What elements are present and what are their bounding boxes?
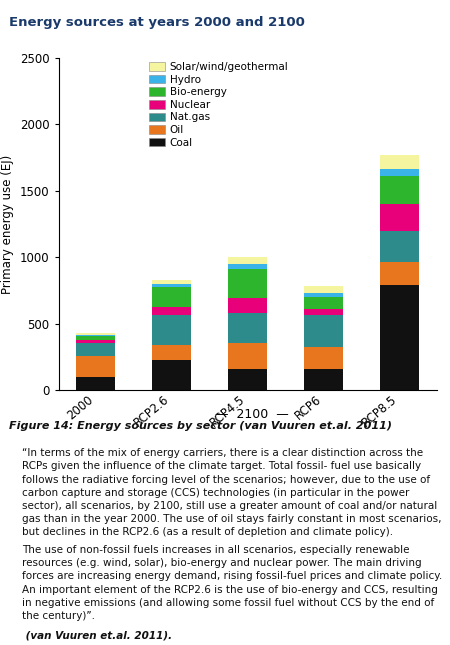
- Bar: [76, 333, 115, 335]
- Bar: [228, 264, 267, 270]
- Bar: [152, 360, 191, 390]
- Text: —  2100  —: — 2100 —: [216, 408, 288, 421]
- Bar: [380, 155, 419, 168]
- Bar: [76, 335, 115, 336]
- Bar: [380, 285, 419, 390]
- Bar: [304, 369, 343, 390]
- Bar: [380, 176, 419, 204]
- Bar: [152, 280, 191, 284]
- Legend: Solar/wind/geothermal, Hydro, Bio-energy, Nuclear, Nat.gas, Oil, Coal: Solar/wind/geothermal, Hydro, Bio-energy…: [147, 60, 291, 150]
- Bar: [304, 315, 343, 347]
- Bar: [76, 340, 115, 343]
- Bar: [152, 287, 191, 306]
- Bar: [228, 343, 267, 369]
- Bar: [76, 343, 115, 356]
- Text: Energy sources at years 2000 and 2100: Energy sources at years 2000 and 2100: [9, 16, 305, 29]
- Bar: [152, 315, 191, 345]
- Bar: [380, 168, 419, 176]
- Bar: [76, 377, 115, 390]
- Bar: [228, 369, 267, 390]
- Text: The use of non-fossil fuels increases in all scenarios, especially renewable res: The use of non-fossil fuels increases in…: [22, 545, 443, 621]
- Text: Figure 14: Energy sources by sector (van Vuuren et.al. 2011): Figure 14: Energy sources by sector (van…: [9, 421, 392, 431]
- Bar: [304, 347, 343, 369]
- Bar: [228, 298, 267, 313]
- Bar: [304, 286, 343, 293]
- Bar: [304, 309, 343, 315]
- Bar: [152, 345, 191, 360]
- Bar: [228, 313, 267, 343]
- Text: (van Vuuren et.al. 2011).: (van Vuuren et.al. 2011).: [22, 631, 173, 641]
- Bar: [304, 293, 343, 297]
- Text: “In terms of the mix of energy carriers, there is a clear distinction across the: “In terms of the mix of energy carriers,…: [22, 448, 442, 537]
- Bar: [152, 284, 191, 287]
- Bar: [380, 231, 419, 262]
- Bar: [380, 204, 419, 231]
- Bar: [76, 336, 115, 340]
- Y-axis label: Primary energy use (EJ): Primary energy use (EJ): [1, 155, 14, 293]
- Bar: [228, 257, 267, 264]
- Bar: [76, 356, 115, 377]
- Bar: [304, 297, 343, 309]
- Bar: [152, 306, 191, 315]
- Bar: [380, 262, 419, 285]
- Bar: [228, 270, 267, 298]
